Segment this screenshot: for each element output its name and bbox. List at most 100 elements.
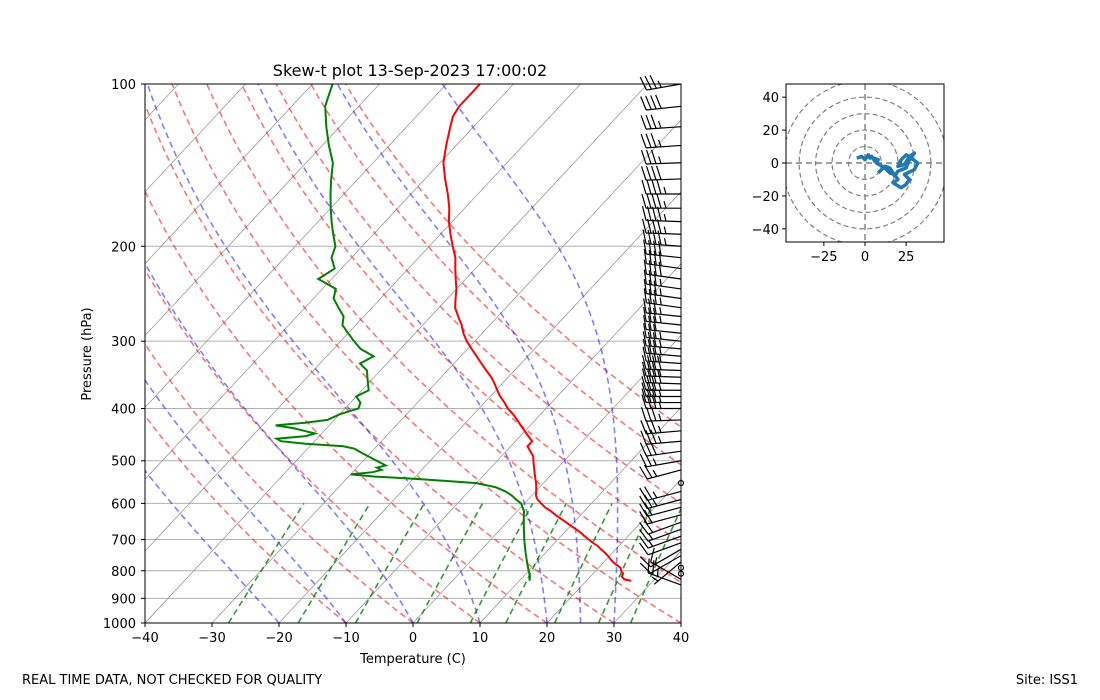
dry-adiabat-line bbox=[206, 84, 681, 584]
x-tick-label: 10 bbox=[472, 631, 489, 646]
y-tick-label: 800 bbox=[111, 565, 136, 580]
isotherm-line bbox=[211, 119, 681, 623]
isotherm-line bbox=[145, 84, 380, 337]
hodograph-chart: −25 0 25 −40 −20 0 20 40 bbox=[752, 83, 945, 265]
wind-barb bbox=[643, 298, 682, 318]
x-tick-label: −30 bbox=[198, 631, 225, 646]
y-tick-label: 700 bbox=[111, 534, 136, 549]
dry-adiabat-line bbox=[171, 84, 681, 623]
isotherm-line bbox=[145, 84, 514, 480]
x-tick-label: −40 bbox=[131, 631, 158, 646]
wind-barb bbox=[643, 306, 682, 326]
skewt-profiles bbox=[273, 84, 632, 582]
hodo-x-tick-label: 0 bbox=[861, 250, 869, 265]
moist-adiabat-line bbox=[145, 378, 347, 623]
mixing-ratio-line bbox=[553, 503, 613, 623]
moist-adiabat-line bbox=[336, 84, 582, 623]
wind-barb bbox=[640, 429, 682, 445]
wind-barb bbox=[639, 452, 682, 468]
wind-barb bbox=[640, 406, 682, 422]
x-tick-label: 20 bbox=[539, 631, 556, 646]
wind-barbs bbox=[639, 74, 685, 586]
moist-adiabat-line bbox=[145, 261, 414, 623]
wind-barb bbox=[639, 464, 682, 480]
hodograph-ring bbox=[815, 113, 915, 213]
wind-barb bbox=[650, 547, 682, 580]
isotherm-line bbox=[479, 406, 681, 623]
isotherm-line bbox=[412, 334, 681, 623]
isotherm-line bbox=[546, 478, 681, 623]
wind-barb bbox=[642, 229, 682, 247]
x-tick-label: 0 bbox=[409, 631, 417, 646]
skewt-y-ticks: 100 200 300 400 500 600 700 800 900 1000 bbox=[103, 78, 145, 632]
mixing-ratio-line bbox=[227, 502, 305, 623]
isotherm-line bbox=[145, 84, 648, 623]
wind-barb bbox=[642, 331, 682, 350]
wind-barb bbox=[641, 354, 682, 372]
isotherm-line bbox=[0, 84, 45, 623]
hodograph-ticks: −25 0 25 −40 −20 0 20 40 bbox=[752, 91, 915, 265]
wind-barb bbox=[643, 288, 682, 309]
hodo-y-tick-label: −20 bbox=[752, 190, 779, 205]
wind-barb bbox=[639, 555, 682, 574]
x-tick-label: −20 bbox=[265, 631, 292, 646]
hodo-x-tick-label: 25 bbox=[898, 250, 915, 265]
wind-barb bbox=[639, 542, 682, 556]
dry-adiabat-line bbox=[310, 84, 681, 466]
isotherm-line bbox=[278, 191, 681, 623]
y-tick-label: 100 bbox=[111, 78, 136, 93]
temperature-profile bbox=[442, 84, 632, 582]
isotherm-line bbox=[145, 84, 447, 408]
isotherm-line bbox=[680, 622, 681, 623]
moist-adiabat-line bbox=[146, 84, 481, 623]
wind-barb bbox=[639, 520, 682, 535]
wind-barb bbox=[640, 419, 682, 435]
wind-barb bbox=[640, 149, 682, 165]
wind-barb bbox=[641, 179, 681, 195]
wind-barb bbox=[641, 218, 682, 235]
dry-adiabat-line bbox=[145, 189, 548, 623]
footer-disclaimer: REAL TIME DATA, NOT CHECKED FOR QUALITY bbox=[22, 673, 323, 688]
skewt-isobar-grid bbox=[145, 245, 681, 599]
x-tick-label: 30 bbox=[606, 631, 623, 646]
dewpoint-profile bbox=[273, 84, 532, 581]
x-tick-label: −10 bbox=[332, 631, 359, 646]
dry-adiabat-line bbox=[345, 84, 681, 428]
y-tick-label: 500 bbox=[111, 455, 136, 470]
skewt-background-lines bbox=[0, 84, 681, 623]
wind-barb bbox=[641, 388, 681, 404]
y-tick-label: 300 bbox=[111, 335, 136, 350]
y-tick-label: 400 bbox=[111, 403, 136, 418]
mixing-ratio-line bbox=[354, 502, 425, 623]
mixing-ratio-line bbox=[297, 502, 371, 623]
skewt-x-ticks: −40 −30 −20 −10 0 10 20 30 40 bbox=[131, 623, 689, 646]
wind-barb bbox=[642, 346, 682, 365]
wind-barb bbox=[639, 494, 682, 510]
hodo-y-tick-label: 40 bbox=[762, 91, 779, 106]
hodograph-trace bbox=[856, 151, 920, 190]
dry-adiabat-line bbox=[145, 268, 481, 623]
x-axis-label: Temperature (C) bbox=[359, 652, 466, 667]
wind-barb bbox=[641, 194, 681, 209]
moist-adiabat-line bbox=[441, 84, 619, 623]
isotherm-line bbox=[145, 84, 581, 552]
y-axis-label: Pressure (hPa) bbox=[80, 307, 95, 400]
wind-barb bbox=[639, 535, 682, 549]
isotherm-line bbox=[145, 84, 313, 265]
wind-barb bbox=[651, 561, 682, 585]
hodo-y-tick-label: 20 bbox=[762, 124, 779, 139]
mixing-ratio-line bbox=[416, 503, 484, 623]
dry-adiabat-line bbox=[145, 102, 615, 623]
wind-barb bbox=[639, 486, 682, 502]
wind-barb bbox=[640, 165, 682, 181]
skewt-chart: −40 −30 −20 −10 0 10 20 30 40 100 200 300 400 500 600… bbox=[0, 61, 689, 667]
y-tick-label: 1000 bbox=[103, 617, 136, 632]
wind-barb bbox=[640, 114, 682, 130]
wind-barb bbox=[639, 528, 682, 542]
y-tick-label: 200 bbox=[111, 240, 136, 255]
wind-barb bbox=[639, 74, 682, 91]
wind-barb bbox=[643, 269, 682, 290]
isotherm-line bbox=[345, 263, 681, 623]
hodograph-rings-and-trace bbox=[786, 84, 944, 242]
wind-barb bbox=[641, 382, 681, 398]
